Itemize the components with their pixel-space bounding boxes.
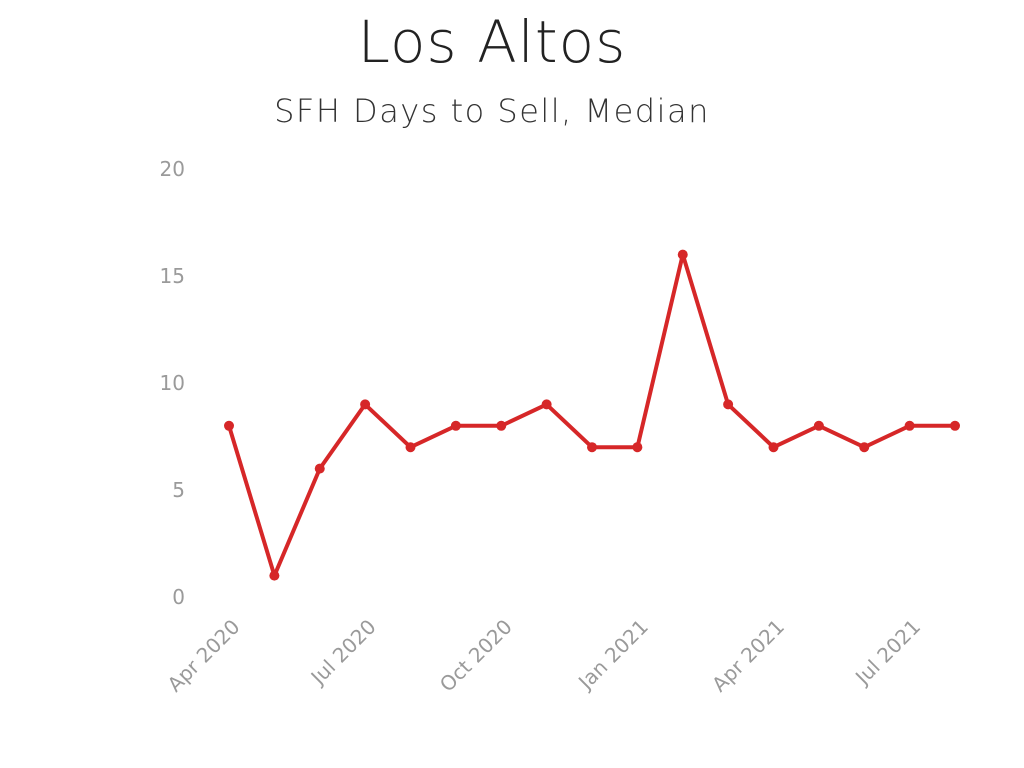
x-tick-label: Oct 2020 (435, 615, 517, 697)
data-point (496, 420, 507, 431)
data-point (723, 399, 734, 410)
data-point (859, 442, 870, 453)
x-axis-ticks: Apr 2020 Jul 2020 Oct 2020 Jan 2021 Apr 2021… (163, 615, 926, 697)
data-point (587, 442, 597, 453)
chart-title: Los Altos (357, 8, 627, 76)
data-point (314, 463, 325, 474)
y-tick-label: 20 (160, 157, 185, 181)
series-line (227, 252, 957, 578)
x-tick-label: Jul 2021 (849, 615, 925, 691)
data-point (405, 442, 416, 453)
data-point (950, 420, 960, 431)
data-point (904, 420, 915, 431)
data-point (360, 399, 371, 410)
data-point (677, 249, 688, 260)
y-tick-label: 5 (172, 478, 185, 502)
y-tick-label: 10 (160, 371, 185, 395)
series-layer (224, 249, 960, 581)
data-point (450, 420, 461, 431)
data-point (541, 399, 552, 410)
x-tick-label: Apr 2021 (707, 615, 789, 697)
y-axis-ticks: 0 5 10 15 20 (160, 157, 185, 609)
data-point (768, 442, 779, 453)
x-tick-label: Apr 2020 (163, 615, 245, 697)
data-point (269, 570, 280, 581)
y-tick-label: 15 (160, 264, 185, 288)
data-point (813, 420, 824, 431)
x-tick-label: Jul 2020 (305, 615, 381, 691)
data-point (224, 420, 234, 431)
y-tick-label: 0 (172, 585, 185, 609)
x-tick-label: Jan 2021 (572, 615, 653, 696)
data-point (632, 442, 643, 453)
chart-subtitle: SFH Days to Sell, Median (274, 92, 710, 130)
